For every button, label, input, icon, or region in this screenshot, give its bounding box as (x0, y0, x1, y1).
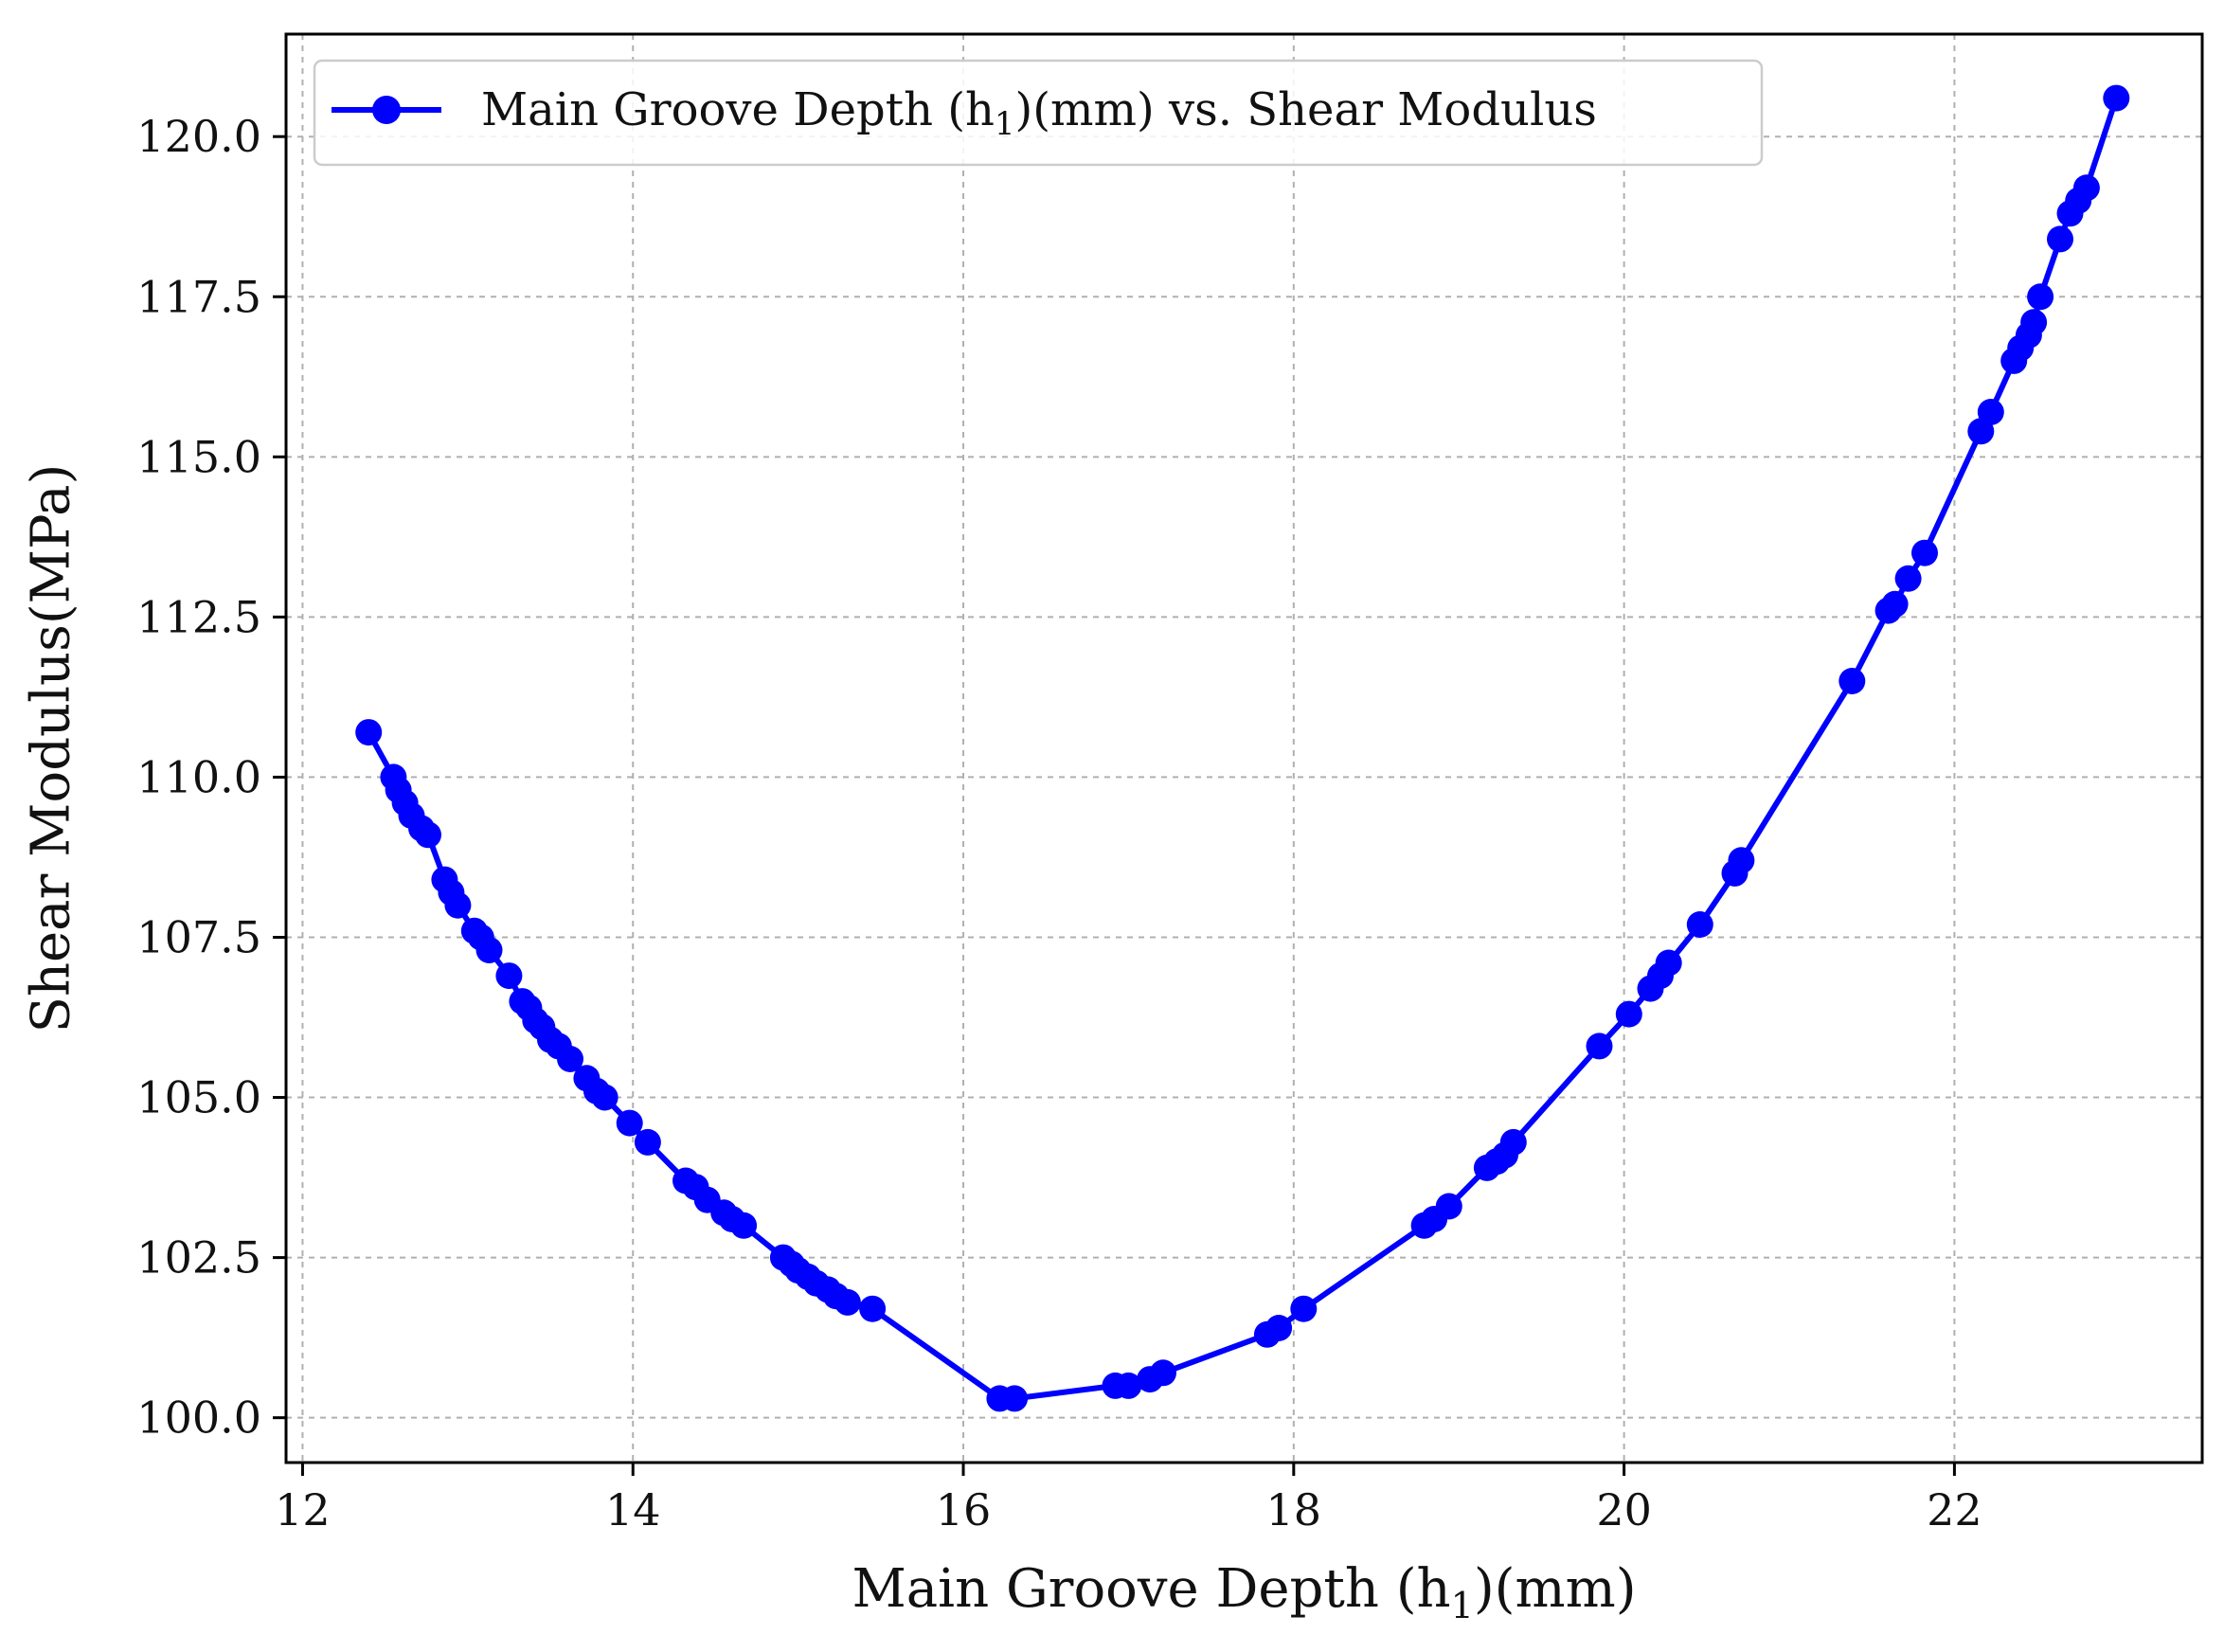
data-point (444, 891, 472, 919)
data-point (415, 821, 441, 849)
series-line (366, 97, 2120, 1402)
data-point (355, 719, 383, 746)
x-tick-label: 14 (605, 1484, 661, 1535)
data-point (1499, 1128, 1527, 1156)
data-point (1586, 1032, 1613, 1060)
data-point (1881, 590, 1909, 618)
data-point (1115, 1372, 1142, 1399)
data-point (591, 1084, 619, 1111)
data-point (1977, 399, 2004, 425)
data-point (2072, 174, 2100, 202)
data-point (1728, 847, 1755, 874)
data-point (2047, 225, 2073, 253)
y-tick-label: 115.0 (136, 431, 261, 482)
plot-frame (284, 32, 2204, 1464)
y-tick-label: 117.5 (136, 271, 261, 322)
data-point (834, 1288, 861, 1316)
data-point (2103, 84, 2130, 112)
data-point (1150, 1359, 1176, 1387)
legend-marker (372, 96, 401, 124)
y-tick-label: 110.0 (136, 751, 261, 802)
legend: Main Groove Depth (h1)(mm) vs. Shear Mod… (313, 59, 1764, 167)
data-point (475, 937, 503, 963)
x-tick-label: 18 (1266, 1484, 1322, 1535)
legend-entry: Main Groove Depth (h1)(mm) vs. Shear Mod… (481, 83, 1597, 143)
series-layer (355, 84, 2130, 1412)
data-point (2027, 283, 2054, 311)
y-tick-label: 107.5 (136, 911, 261, 962)
data-point (1911, 539, 1938, 566)
data-point (730, 1212, 758, 1239)
x-tick-label: 20 (1596, 1484, 1652, 1535)
x-axis-label-base: Main Groove Depth (h (852, 1558, 1450, 1620)
y-axis: 100.0 102.5 105.0 107.5 110.0 112.5 115.0 117.5… (136, 111, 286, 1444)
data-point (557, 1046, 583, 1072)
data-point (1894, 565, 1922, 592)
legend-entry-tail: )(mm) vs. Shear Modulus (1015, 83, 1597, 136)
data-point (1686, 911, 1713, 938)
data-point (1435, 1193, 1462, 1220)
data-point (634, 1128, 661, 1156)
data-point (1265, 1315, 1293, 1341)
legend-entry-sub: 1 (995, 105, 1015, 143)
x-axis-label: Main Groove Depth (h1)(mm) (852, 1558, 1636, 1626)
data-point (1615, 1000, 1642, 1028)
data-point (2020, 309, 2048, 336)
y-tick-label: 112.5 (136, 591, 261, 642)
data-point (1838, 668, 1866, 694)
data-point (1655, 949, 1682, 977)
y-tick-label: 102.5 (136, 1232, 261, 1284)
data-point (616, 1109, 643, 1137)
y-tick-label: 105.0 (136, 1072, 261, 1123)
x-tick-label: 22 (1927, 1484, 1982, 1535)
y-tick-label: 120.0 (136, 111, 261, 162)
data-point (495, 962, 523, 990)
x-tick-label: 12 (275, 1484, 331, 1535)
legend-box (313, 59, 1764, 167)
x-axis: 12 14 16 18 20 22 (275, 1463, 1982, 1535)
x-axis-label-tail: )(mm) (1474, 1558, 1637, 1620)
data-point (1001, 1385, 1029, 1412)
y-axis-label: Shear Modulus(MPa) (21, 464, 82, 1033)
x-tick-label: 16 (936, 1484, 992, 1535)
data-point (859, 1295, 887, 1322)
data-point (1290, 1295, 1318, 1322)
y-tick-label: 100.0 (136, 1392, 261, 1444)
x-axis-label-sub: 1 (1451, 1585, 1474, 1626)
legend-entry-base: Main Groove Depth (h (481, 83, 995, 136)
